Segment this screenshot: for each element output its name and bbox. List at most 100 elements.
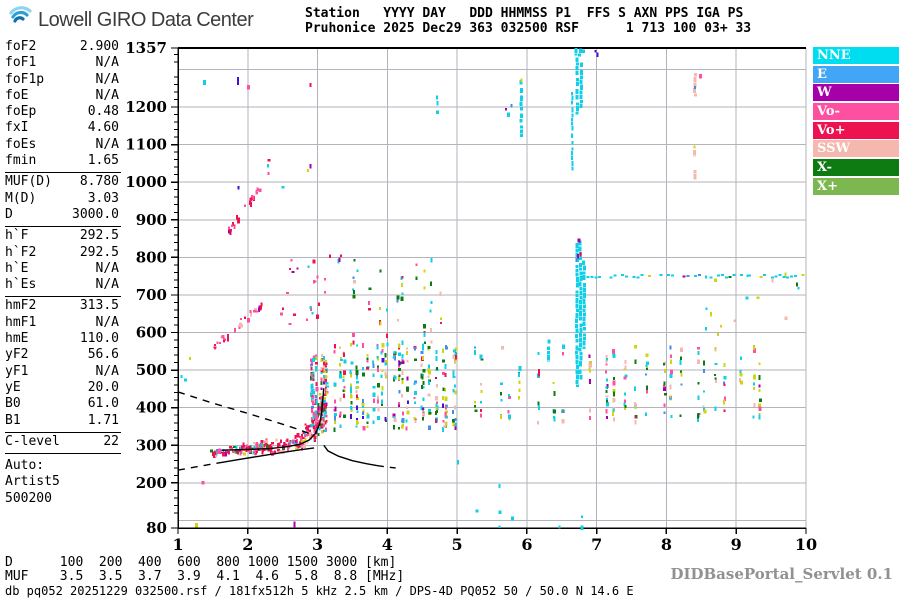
param-row: h`F 292.5: [5, 228, 119, 244]
param-label: B0: [5, 396, 21, 412]
axis-tick-label: 800: [136, 248, 167, 266]
param-value: N/A: [95, 87, 119, 103]
param-label: yF2: [5, 347, 29, 363]
axis-tick-label: 400: [136, 399, 167, 417]
param-row: foF1p N/A: [5, 72, 119, 88]
axis-tick-label: 1200: [125, 98, 167, 116]
ionogram-canvas: 1357120011001000900800700600500400300200…: [125, 39, 817, 554]
axis-tick-label: 3: [312, 535, 323, 554]
servlet-version-label: DIDBasePortal_Servlet 0.1: [670, 565, 893, 583]
legend-item-nne: NNE: [813, 47, 899, 64]
param-value: 4.60: [87, 120, 119, 136]
param-value: 20.0: [87, 379, 119, 395]
logo-text: Lowell GIRO Data Center: [38, 8, 254, 31]
param-value: 1.71: [87, 412, 119, 428]
axis-tick-label: 8: [661, 535, 672, 554]
trace-model-dashed-upper: [177, 391, 311, 435]
param-label: B1: [5, 412, 21, 428]
axis-tick-label: 1: [172, 535, 183, 554]
param-group: foF2 2.900 foF1 N/A foF1p N/A foE N/A foEp 0.48 fx…: [5, 39, 121, 174]
param-row: hmF1 N/A: [5, 315, 119, 331]
param-label: h`F2: [5, 244, 37, 260]
axis-tick-label: 300: [136, 436, 167, 454]
station-header-line1: Station YYYY DAY DDD HHMMSS P1 FFS S AXN…: [305, 6, 744, 21]
param-value: N/A: [95, 260, 119, 276]
trace-model-solid-lower-right: [323, 444, 378, 467]
param-row: fxI 4.60: [5, 120, 119, 136]
scaled-parameters-panel: foF2 2.900 foF1 N/A foF1p N/A foE N/A foEp 0.48 fx…: [5, 39, 121, 507]
param-label: yF1: [5, 363, 29, 379]
param-row: h`F2 292.5: [5, 245, 119, 261]
param-row: fmin 1.65: [5, 153, 119, 169]
param-label: M(D): [5, 190, 37, 206]
param-label: fmin: [5, 153, 37, 169]
param-label: hmE: [5, 331, 29, 347]
legend-item-w: W: [813, 84, 899, 102]
axis-tick-label: 80: [146, 519, 167, 537]
trace-model-dashed-lower-right: [376, 464, 396, 469]
param-label: hmF2: [5, 298, 37, 314]
axis-tick-label: 500: [136, 361, 167, 379]
giro-wave-icon: [7, 5, 34, 35]
param-value: N/A: [95, 363, 119, 379]
param-label: h`E: [5, 260, 29, 276]
station-header-line2: Pruhonice 2025 Dec29 363 032500 RSF 1 71…: [305, 20, 752, 36]
axis-tick-label: 7: [591, 535, 602, 554]
param-value: 110.0: [79, 331, 119, 347]
param-row: MUF(D) 8.780: [5, 174, 119, 190]
axis-tick-label: 200: [136, 474, 167, 492]
param-row: B1 1.71: [5, 413, 119, 429]
param-label: yE: [5, 379, 21, 395]
param-row: foF2 2.900: [5, 39, 119, 55]
param-value: 8.780: [79, 174, 119, 190]
param-value: 292.5: [79, 228, 119, 244]
param-label: foF1: [5, 55, 37, 71]
param-row: C-level 22: [5, 434, 119, 450]
param-value: 56.6: [87, 347, 119, 363]
param-label: foEp: [5, 104, 37, 120]
axis-tick-label: 600: [136, 324, 167, 342]
param-row: M(D) 3.03: [5, 191, 119, 207]
trace-model-solid-lower-left: [216, 447, 315, 464]
param-value: 292.5: [79, 244, 119, 260]
lowell-giro-logo[interactable]: Lowell GIRO Data Center: [7, 5, 254, 35]
axis-tick-label: 2: [242, 535, 253, 554]
axis-tick-label: 1000: [125, 173, 167, 191]
axis-tick-label: 900: [136, 211, 167, 229]
param-label: MUF(D): [5, 174, 52, 190]
param-group: hmF2 313.5 hmF1 N/A hmE 110.0 yF2 56.6 yF1 N/A yE 2…: [5, 297, 121, 433]
param-label: fxI: [5, 120, 29, 136]
legend-item-vo: Vo-: [813, 103, 899, 121]
param-value: 3.03: [87, 190, 119, 206]
param-value: N/A: [95, 314, 119, 330]
autoscaler-info: Auto: Artist5 500200: [5, 458, 60, 506]
param-row: yF1 N/A: [5, 364, 119, 380]
param-value: 61.0: [87, 396, 119, 412]
param-label: D: [5, 206, 13, 222]
axis-tick-label: 9: [731, 535, 742, 554]
param-row: foF1 N/A: [5, 55, 119, 71]
param-group: h`F 292.5 h`F2 292.5 h`E N/A h`Es N/A: [5, 227, 121, 298]
param-value: N/A: [95, 71, 119, 87]
param-label: hmF1: [5, 314, 37, 330]
param-value: 1.65: [87, 153, 119, 169]
legend-item-ssw: SSW: [813, 140, 899, 158]
param-label: C-level: [5, 433, 60, 449]
station-header: Station YYYY DAY DDD HHMMSS P1 FFS S AXN…: [305, 6, 752, 36]
param-row: B0 61.0: [5, 396, 119, 412]
axis-tick-label: 700: [136, 286, 167, 304]
axis-tick-label: 4: [382, 535, 393, 554]
trace-fitted-F-trace: [221, 388, 325, 451]
param-value: N/A: [95, 136, 119, 152]
param-value: 0.48: [87, 104, 119, 120]
param-value: 2.900: [79, 39, 119, 54]
legend-item-x: X-: [813, 159, 899, 177]
param-label: foE: [5, 87, 29, 103]
param-row: D 3000.0: [5, 207, 119, 223]
axis-tick-label: 1100: [125, 136, 167, 154]
param-label: foF2: [5, 39, 37, 54]
param-row: h`Es N/A: [5, 277, 119, 293]
param-label: foEs: [5, 136, 37, 152]
echo-direction-legend: NNE E W Vo- Vo+ SSW X- X+: [813, 47, 899, 197]
